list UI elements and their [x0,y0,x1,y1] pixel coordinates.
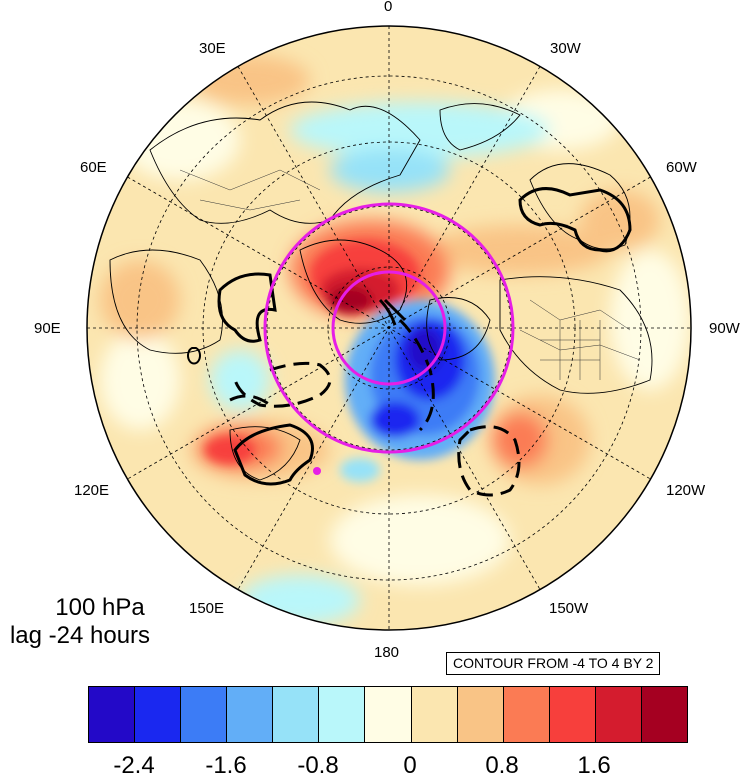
colorbar-swatch [503,687,550,742]
graticule [87,26,691,630]
colorbar-swatch [595,687,642,742]
colorbar-swatch [89,687,136,742]
location-marker [313,467,321,475]
colorbar [88,686,688,743]
longitude-label-top-right: 30W [550,40,581,57]
longitude-label-top-left: 30E [199,40,226,57]
anomaly-field [87,26,691,630]
colorbar-swatch [181,687,228,742]
colorbar-swatch [319,687,366,742]
colorbar-swatch [365,687,412,742]
longitude-label-bottom-left: 150E [189,600,225,617]
pressure-level-label: 100 hPa [55,594,145,621]
colorbar-swatch [457,687,504,742]
colorbar-tick-label: -1.6 [205,752,247,779]
colorbar-tick-label: 1.6 [577,752,611,779]
map-border [86,25,692,631]
longitude-label-bottom: 180 [374,644,400,661]
colorbar-swatch [411,687,458,742]
lag-label: lag -24 hours [9,622,151,649]
colorbar-swatch [135,687,182,742]
colorbar-tick-label: 0.8 [485,752,519,779]
longitude-label-bottom-right: 150W [549,600,589,617]
colorbar-swatch [273,687,320,742]
colorbar-tick-label: -2.4 [113,752,155,779]
colorbar-tick-label: 0 [403,752,417,779]
colorbar-swatch [641,687,688,742]
colorbar-tick-label: -0.8 [297,752,339,779]
colorbar-swatch [549,687,596,742]
outer-region-ring [263,202,515,454]
longitude-label-lower-left: 120E [74,482,110,499]
inner-region-ring [331,270,447,386]
longitude-label-lower-right: 120W [666,482,706,499]
longitude-label-upper-right: 60W [666,159,697,176]
contour-lines [187,187,632,486]
longitude-label-left: 90E [34,320,61,337]
longitude-label-top: 0 [384,0,393,15]
contour-info-box: CONTOUR FROM -4 TO 4 BY 2 [446,652,661,675]
coastlines [109,101,653,481]
longitude-label-right: 90W [709,320,740,337]
colorbar-swatch [227,687,274,742]
longitude-label-upper-left: 60E [80,159,107,176]
